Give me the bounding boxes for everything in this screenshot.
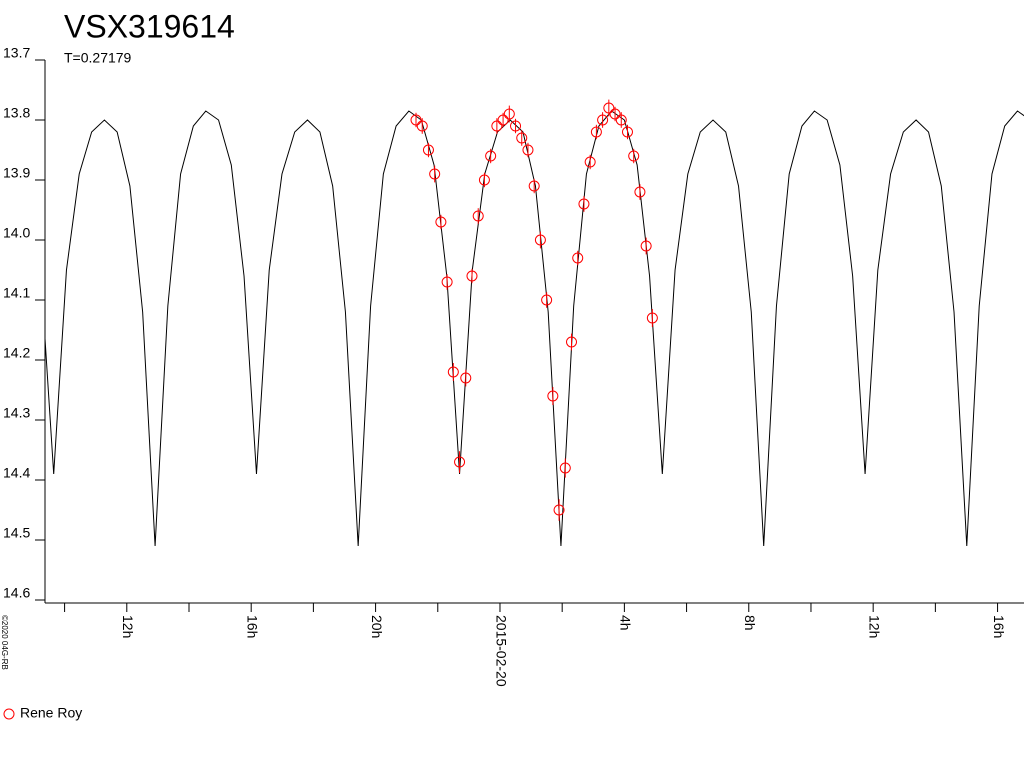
data-point xyxy=(522,144,534,156)
y-tick-label: 14.2 xyxy=(3,345,30,361)
y-tick-label: 14.3 xyxy=(3,405,30,421)
chart-subtitle: T=0.27179 xyxy=(64,50,132,66)
data-point xyxy=(454,456,466,468)
data-point xyxy=(578,198,590,210)
data-point xyxy=(628,150,640,162)
data-point xyxy=(447,366,459,378)
y-tick-label: 14.6 xyxy=(3,585,30,601)
data-point xyxy=(441,276,453,288)
data-point xyxy=(621,126,633,138)
x-tick-label: 12h xyxy=(120,615,136,638)
chart-title: VSX319614 xyxy=(64,8,235,44)
y-tick-label: 13.9 xyxy=(3,165,30,181)
data-point xyxy=(553,504,565,516)
data-point xyxy=(422,144,434,156)
y-tick-label: 13.7 xyxy=(3,45,30,61)
data-point xyxy=(410,114,422,126)
data-point xyxy=(541,294,553,306)
data-point xyxy=(640,240,652,252)
data-point xyxy=(491,120,503,132)
x-tick-label: 16h xyxy=(244,615,260,638)
data-point xyxy=(516,132,528,144)
data-point xyxy=(534,234,546,246)
plot-area xyxy=(45,99,1024,547)
x-tick-label: 12h xyxy=(866,615,882,638)
legend-label: Rene Roy xyxy=(20,705,82,721)
data-point xyxy=(597,114,609,126)
y-tick-label: 13.8 xyxy=(3,105,30,121)
y-tick-label: 14.5 xyxy=(3,525,30,541)
data-point xyxy=(497,114,509,126)
data-point xyxy=(466,270,478,282)
data-point xyxy=(584,156,596,168)
data-point xyxy=(634,186,646,198)
data-point xyxy=(460,372,472,384)
data-point xyxy=(559,462,571,474)
data-point xyxy=(572,252,584,264)
data-point xyxy=(566,336,578,348)
x-tick-label: 8h xyxy=(742,615,758,631)
data-point xyxy=(603,102,615,114)
data-point xyxy=(435,216,447,228)
data-point xyxy=(510,120,522,132)
data-point xyxy=(478,174,490,186)
x-tick-label: 16h xyxy=(991,615,1007,638)
y-tick-label: 14.0 xyxy=(3,225,30,241)
data-point xyxy=(485,150,497,162)
legend-marker xyxy=(3,708,15,720)
data-point xyxy=(429,168,441,180)
data-point xyxy=(547,390,559,402)
model-curve xyxy=(45,110,1024,547)
x-tick-label: 2015-02-20 xyxy=(493,615,509,687)
data-point xyxy=(503,108,515,120)
data-point xyxy=(472,210,484,222)
data-point xyxy=(528,180,540,192)
data-point xyxy=(590,126,602,138)
credit: ©2020 04G-RB xyxy=(0,615,9,670)
x-tick-label: 4h xyxy=(618,615,634,631)
y-tick-label: 14.1 xyxy=(3,285,30,301)
data-point xyxy=(416,120,428,132)
x-tick-label: 20h xyxy=(369,615,385,638)
data-point xyxy=(609,108,621,120)
data-point xyxy=(615,114,627,126)
data-point xyxy=(646,312,658,324)
y-tick-label: 14.4 xyxy=(3,465,30,481)
